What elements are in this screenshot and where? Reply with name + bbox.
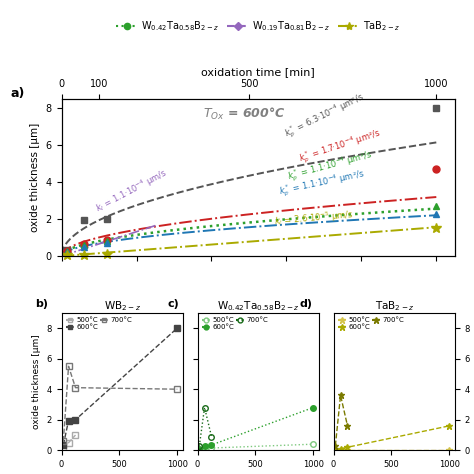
Text: a): a)	[10, 87, 25, 100]
Text: $k_l$ = 1.1·10$^{-4}$ µm/s: $k_l$ = 1.1·10$^{-4}$ µm/s	[93, 166, 170, 216]
Legend: 500°C, 600°C, 700°C: 500°C, 600°C, 700°C	[65, 316, 133, 331]
Text: $k_p^*$ = 1.1·10$^{-4}$ µm²/s: $k_p^*$ = 1.1·10$^{-4}$ µm²/s	[278, 167, 366, 201]
Title: TaB$_{2-z}$: TaB$_{2-z}$	[374, 299, 414, 313]
Title: W$_{0.42}$Ta$_{0.58}$B$_{2-z}$: W$_{0.42}$Ta$_{0.58}$B$_{2-z}$	[217, 299, 300, 313]
Title: WB$_{2-z}$: WB$_{2-z}$	[104, 299, 141, 313]
Text: $k_l$ = 2.6·10$^{-5}$ µm/s: $k_l$ = 2.6·10$^{-5}$ µm/s	[274, 207, 355, 228]
Text: c): c)	[167, 299, 179, 310]
Legend: W$_{0.42}$Ta$_{0.58}$B$_{2-z}$, W$_{0.19}$Ta$_{0.81}$B$_{2-z}$, TaB$_{2-z}$: W$_{0.42}$Ta$_{0.58}$B$_{2-z}$, W$_{0.19…	[112, 15, 404, 36]
Text: $k_p^*$ = 1.1·10$^{-4}$ µm²/s: $k_p^*$ = 1.1·10$^{-4}$ µm²/s	[286, 147, 374, 184]
Text: b): b)	[35, 299, 48, 310]
Text: $k_p^*$ = 6.3·10$^{-4}$ µm²/s: $k_p^*$ = 6.3·10$^{-4}$ µm²/s	[282, 90, 367, 142]
Y-axis label: oxide thickness [µm]: oxide thickness [µm]	[32, 334, 41, 429]
Text: $T_{Ox}$ = 600°C: $T_{Ox}$ = 600°C	[203, 106, 286, 122]
Legend: 500°C, 600°C, 700°C: 500°C, 600°C, 700°C	[201, 316, 269, 331]
Legend: 500°C, 600°C, 700°C: 500°C, 600°C, 700°C	[337, 316, 405, 331]
Text: $k_p^*$ = 1.7·10$^{-4}$ µm²/s: $k_p^*$ = 1.7·10$^{-4}$ µm²/s	[298, 126, 384, 167]
Y-axis label: oxide thickness [µm]: oxide thickness [µm]	[30, 123, 40, 232]
Text: d): d)	[300, 299, 313, 310]
X-axis label: oxidation time [min]: oxidation time [min]	[201, 67, 315, 77]
